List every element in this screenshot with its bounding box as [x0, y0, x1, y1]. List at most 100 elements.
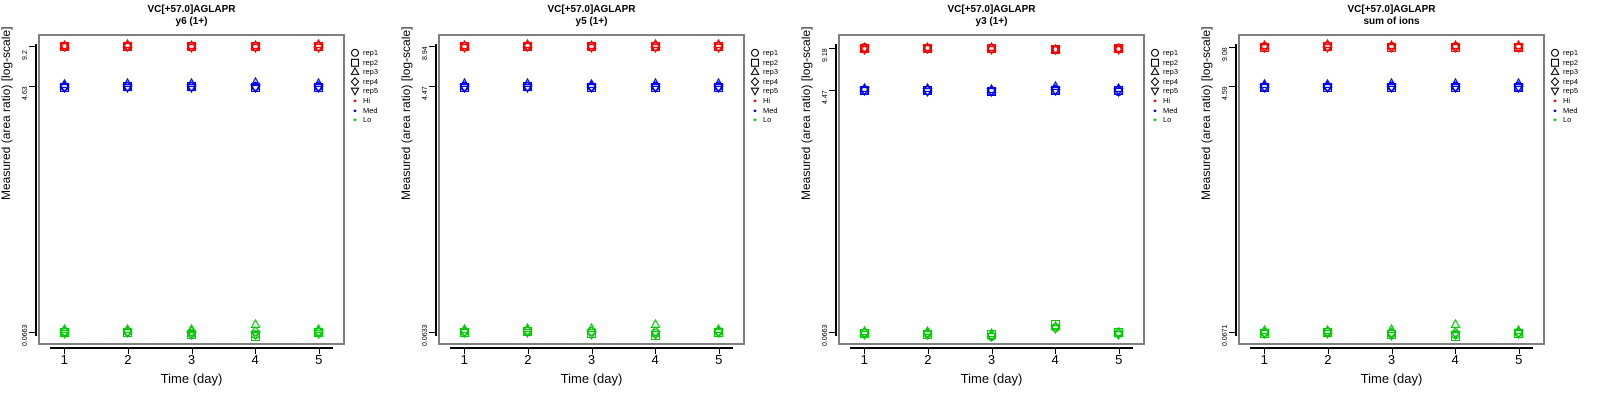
legend-item[interactable]: rep2 — [750, 58, 800, 68]
legend-item[interactable]: rep3 — [750, 66, 800, 77]
legend-triangle-up-icon — [350, 66, 360, 77]
x-axis-title: Time (day) — [1360, 371, 1423, 386]
y-axis-tick — [29, 46, 36, 48]
data-point-marker — [1259, 82, 1270, 94]
legend-item[interactable]: Med — [1550, 106, 1600, 116]
y-axis-title: Measured (area ratio) [log-scale] — [799, 26, 813, 200]
data-point-marker — [459, 327, 470, 339]
legend-item-label: Hi — [1563, 95, 1571, 105]
legend-item[interactable]: rep1 — [750, 48, 800, 58]
legend-diamond-icon — [350, 76, 360, 87]
y-axis-tick — [829, 48, 836, 50]
x-axis-tick-label: 5 — [315, 352, 323, 367]
legend-item[interactable]: rep3 — [1150, 66, 1200, 77]
legend-item[interactable]: rep5 — [1150, 86, 1200, 97]
data-point-marker — [1050, 81, 1061, 92]
legend-item[interactable]: rep4 — [750, 77, 800, 87]
data-point-marker — [459, 82, 470, 94]
legend-item[interactable]: rep3 — [350, 66, 400, 77]
legend-item-label: Lo — [363, 115, 372, 125]
y-axis-tick-label: 4.47 — [422, 86, 429, 101]
legend-item[interactable]: rep4 — [1150, 77, 1200, 87]
y-axis-tick-label: 4.63 — [22, 86, 29, 101]
legend-item[interactable]: rep2 — [1550, 58, 1600, 68]
legend: rep1 rep2 rep3 rep4 rep5 Hi Med Lo — [1550, 48, 1600, 125]
legend-square-icon — [1550, 58, 1560, 68]
data-point-marker — [250, 42, 261, 53]
y-axis-tick-label: 9.18 — [822, 48, 829, 63]
legend-item[interactable]: Med — [1150, 106, 1200, 116]
legend-item[interactable]: rep1 — [1150, 48, 1200, 58]
data-point-marker — [922, 43, 933, 55]
legend-item[interactable]: Med — [750, 106, 800, 116]
x-axis-tick — [1391, 347, 1393, 354]
data-point-marker — [586, 82, 597, 94]
legend-item[interactable]: rep5 — [350, 86, 400, 97]
data-point-marker — [1322, 42, 1333, 53]
data-point-marker — [1050, 44, 1061, 56]
legend-dot-icon — [750, 106, 760, 116]
legend-item[interactable]: Lo — [350, 115, 400, 125]
data-point-marker — [186, 42, 197, 53]
panel-title-block: VC[+57.0]AGLAPR y3 (1+) — [838, 4, 1145, 28]
legend-item[interactable]: rep1 — [1550, 48, 1600, 58]
data-point-marker — [313, 42, 324, 53]
legend-item[interactable]: rep5 — [1550, 86, 1600, 97]
x-axis-tick — [527, 347, 529, 354]
legend-item[interactable]: Lo — [1150, 115, 1200, 125]
data-point-marker — [522, 82, 533, 94]
panel-title: VC[+57.0]AGLAPR — [1347, 4, 1436, 15]
data-point-marker — [1113, 86, 1124, 98]
legend-item-label: rep3 — [1563, 67, 1579, 77]
legend-item[interactable]: Med — [350, 106, 400, 116]
data-point-marker — [1386, 326, 1397, 338]
legend-item[interactable]: rep5 — [750, 86, 800, 97]
legend-item[interactable]: Lo — [750, 115, 800, 125]
legend-item-label: rep4 — [1563, 76, 1579, 86]
legend-dot-icon — [750, 115, 760, 125]
legend-item[interactable]: rep4 — [1550, 77, 1600, 87]
legend-triangle-down-icon — [750, 86, 760, 97]
x-axis-tick — [1518, 347, 1520, 354]
y-axis-tick — [29, 332, 36, 334]
legend-dot-icon — [1550, 115, 1560, 125]
data-point-marker — [1113, 42, 1124, 54]
legend-item[interactable]: rep3 — [1550, 66, 1600, 77]
legend-item[interactable]: Hi — [1150, 96, 1200, 106]
data-point-marker — [1386, 330, 1397, 341]
legend-item[interactable]: rep4 — [350, 77, 400, 87]
legend-item[interactable]: rep2 — [350, 58, 400, 68]
legend-item-label: rep2 — [763, 57, 779, 67]
legend-square-icon — [350, 58, 360, 68]
legend-item-label: Hi — [1163, 95, 1171, 105]
panel-subtitle: sum of ions — [1363, 16, 1420, 27]
legend-item-label: rep4 — [1163, 76, 1179, 86]
legend-item[interactable]: rep2 — [1150, 58, 1200, 68]
legend-diamond-icon — [750, 76, 760, 87]
legend-item-label: rep5 — [1163, 86, 1179, 96]
legend-item[interactable]: rep1 — [350, 48, 400, 58]
data-point-marker — [1050, 323, 1061, 334]
data-point-marker — [59, 82, 70, 94]
x-axis-tick-label: 1 — [460, 352, 468, 367]
legend-item[interactable]: Hi — [750, 96, 800, 106]
x-axis-tick — [1264, 347, 1266, 354]
legend-item[interactable]: Hi — [350, 96, 400, 106]
legend-dot-icon — [1150, 106, 1160, 116]
x-axis-tick — [191, 347, 193, 354]
panel-title-block: VC[+57.0]AGLAPR y6 (1+) — [38, 4, 345, 28]
legend-circle-icon — [750, 48, 760, 58]
data-point-marker — [1450, 77, 1461, 89]
y-axis-tick — [1229, 332, 1236, 334]
legend-item[interactable]: Lo — [1550, 115, 1600, 125]
x-axis-tick — [127, 347, 129, 354]
legend-item[interactable]: Hi — [1550, 96, 1600, 106]
x-axis-tick-label: 2 — [924, 352, 932, 367]
data-point-marker — [1050, 43, 1061, 55]
data-point-marker — [313, 82, 324, 94]
y-axis-line — [835, 44, 837, 336]
y-axis-tick-label: 0.0633 — [422, 324, 429, 346]
data-point-marker — [186, 326, 197, 338]
x-axis-title: Time (day) — [160, 371, 223, 386]
legend-diamond-icon — [1150, 76, 1160, 87]
